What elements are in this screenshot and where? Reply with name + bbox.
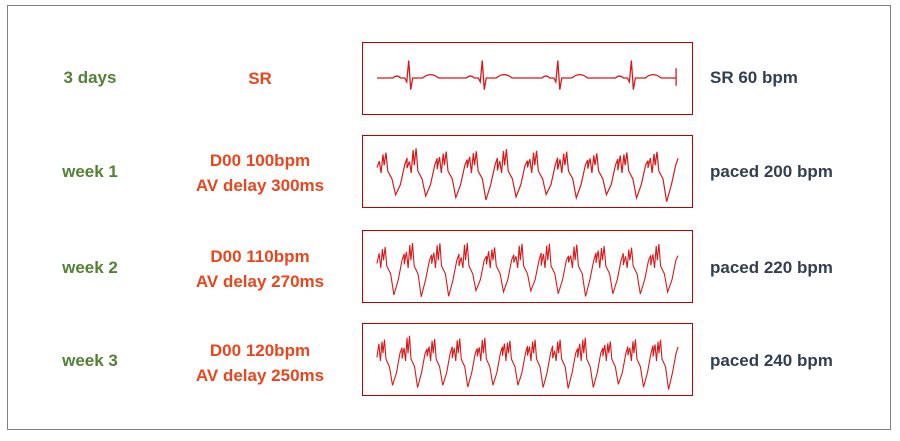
setting-line: AV delay 300ms — [195, 176, 325, 195]
setting-line: SR — [248, 69, 272, 88]
ecg-trace — [376, 335, 679, 390]
setting-line: D00 110bpm — [210, 247, 310, 266]
pacing-setting: SR — [170, 66, 350, 91]
pacing-setting: D00 120bpm AV delay 250ms — [170, 338, 350, 388]
ecg-strip — [362, 230, 693, 303]
period-label: week 1 — [62, 162, 118, 181]
ecg-strip — [362, 323, 693, 396]
ecg-trace-svg — [376, 335, 679, 390]
ecg-trace — [376, 242, 679, 297]
heart-rate: paced 200 bpm — [710, 162, 833, 181]
ecg-trace-svg — [376, 148, 679, 202]
heart-rate: SR 60 bpm — [710, 68, 798, 87]
pacing-setting: D00 100bpm AV delay 300ms — [170, 148, 350, 198]
ecg-trace — [376, 148, 679, 202]
period-label: 3 days — [63, 68, 117, 87]
figure-frame — [7, 5, 891, 430]
setting-line: D00 120bpm — [209, 341, 311, 360]
period-label: week 2 — [62, 258, 118, 277]
ecg-strip — [362, 42, 693, 115]
setting-line: AV delay 250ms — [195, 366, 325, 385]
ecg-trace-svg — [376, 60, 677, 90]
heart-rate: paced 220 bpm — [710, 258, 833, 277]
pacing-setting: D00 110bpm AV delay 270ms — [170, 244, 350, 294]
ecg-trace — [376, 60, 677, 90]
setting-line: AV delay 270ms — [195, 272, 325, 291]
period-label: week 3 — [62, 351, 118, 370]
ecg-trace-svg — [376, 242, 679, 297]
ecg-strip — [362, 135, 693, 208]
setting-line: D00 100bpm — [209, 151, 311, 170]
heart-rate: paced 240 bpm — [710, 351, 833, 370]
